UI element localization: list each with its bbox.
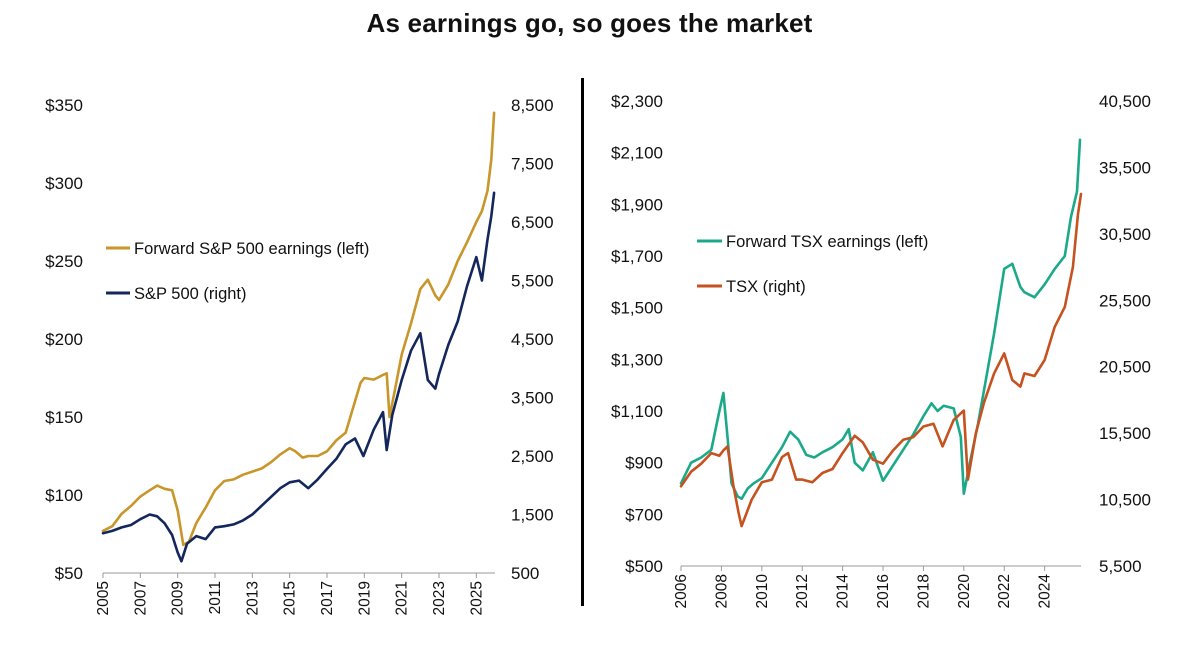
x-tick-label: 2021 (394, 581, 411, 615)
y-left-tick-label: $1,500 (611, 299, 663, 318)
y-right-tick-label: 4,500 (511, 330, 554, 349)
sp-earnings-line (101, 111, 496, 547)
x-tick-label: 2018 (915, 574, 932, 608)
y-left-tick-label: $250 (45, 252, 83, 271)
sp-legend: Forward S&P 500 earnings (left) S&P 500 … (106, 240, 369, 303)
x-tick-label: 2017 (319, 581, 336, 615)
x-tick-label: 2005 (95, 581, 112, 615)
x-tick-label: 2008 (713, 574, 730, 608)
legend-label-tsx-earnings: Forward TSX earnings (left) (726, 233, 928, 251)
y-left-tick-label: $100 (45, 486, 83, 505)
y-right-tick-label: 10,500 (1099, 491, 1151, 510)
x-tick-label: 2010 (754, 574, 771, 609)
y-left-tick-label: $1,300 (611, 350, 663, 369)
y-left-tick-label: $700 (625, 505, 663, 524)
y-right-tick-label: 25,500 (1099, 291, 1151, 310)
y-right-tick-label: 5,500 (1099, 557, 1142, 576)
y-right-tick-label: 1,500 (511, 506, 554, 525)
x-tick-label: 2020 (956, 574, 973, 609)
x-tick-label: 2007 (132, 581, 149, 615)
x-tick-label: 2023 (431, 581, 448, 615)
y-left-tick-label: $200 (45, 330, 83, 349)
y-left-tick-label: $1,100 (611, 402, 663, 421)
legend-label-tsx-index: TSX (right) (726, 278, 806, 296)
tsx-earnings-line (679, 138, 1082, 501)
y-left-tick-label: $500 (625, 557, 663, 576)
legend-label-sp-index: S&P 500 (right) (134, 285, 247, 303)
y-left-tick-label: $300 (45, 174, 83, 193)
y-right-tick-label: 30,500 (1099, 225, 1151, 244)
tsx-right-axis-ticks: 40,500 35,500 30,500 25,500 20,500 15,500 10,5… (1099, 92, 1151, 576)
y-right-tick-label: 7,500 (511, 155, 554, 174)
y-left-tick-label: $350 (45, 96, 83, 115)
y-left-tick-label: $2,100 (611, 144, 663, 163)
x-tick-label: 2012 (794, 574, 811, 608)
tsx-left-axis-ticks: $2,300 $2,100 $1,900 $1,700 $1,500 $1,300 $1,1… (611, 92, 663, 576)
x-tick-label: 2019 (356, 581, 373, 615)
y-right-tick-label: 2,500 (511, 447, 554, 466)
y-right-tick-label: 6,500 (511, 213, 554, 232)
legend-label-sp-earnings: Forward S&P 500 earnings (left) (134, 240, 369, 258)
panel-divider (581, 78, 584, 606)
tsx-series-lines (679, 138, 1083, 528)
x-tick-label: 2016 (875, 574, 892, 608)
y-left-tick-label: $2,300 (611, 92, 663, 111)
tsx-x-axis: 2006 2008 2010 2012 2014 2016 2018 2020 2022 2024 (673, 565, 1081, 609)
y-right-tick-label: 20,500 (1099, 358, 1151, 377)
x-tick-label: 2024 (1037, 574, 1054, 609)
sp-series-lines (101, 111, 496, 563)
y-right-tick-label: 40,500 (1099, 92, 1151, 111)
x-tick-label: 2015 (282, 581, 299, 615)
y-right-tick-label: 15,500 (1099, 424, 1151, 443)
tsx-legend: Forward TSX earnings (left) TSX (right) (697, 233, 928, 296)
x-tick-label: 2006 (673, 574, 690, 608)
sp-index-line (101, 191, 496, 563)
y-left-tick-label: $900 (625, 454, 663, 473)
x-tick-label: 2009 (170, 581, 187, 615)
y-right-tick-label: 3,500 (511, 389, 554, 408)
y-left-tick-label: $150 (45, 408, 83, 427)
x-tick-label: 2011 (207, 581, 224, 614)
sp-left-axis-ticks: $350 $300 $250 $200 $150 $100 $50 (45, 96, 83, 583)
y-left-tick-label: $1,700 (611, 247, 663, 266)
y-left-tick-label: $50 (55, 564, 83, 583)
y-right-tick-label: 5,500 (511, 272, 554, 291)
sp-x-axis: 2005 2007 2009 2011 2013 2015 2017 2019 2021 2023… (95, 572, 495, 615)
x-tick-label: 2014 (835, 574, 852, 609)
y-left-tick-label: $1,900 (611, 195, 663, 214)
y-right-tick-label: 8,500 (511, 96, 554, 115)
tsx-index-line (679, 192, 1083, 528)
y-right-tick-label: 35,500 (1099, 158, 1151, 177)
y-right-tick-label: 500 (511, 564, 539, 583)
chart-title: As earnings go, so goes the market (366, 8, 813, 38)
x-tick-label: 2025 (468, 581, 485, 615)
x-tick-label: 2022 (996, 574, 1013, 608)
x-tick-label: 2013 (244, 581, 261, 615)
sp-right-axis-ticks: 8,500 7,500 6,500 5,500 4,500 3,500 2,500 1,500… (511, 96, 554, 583)
